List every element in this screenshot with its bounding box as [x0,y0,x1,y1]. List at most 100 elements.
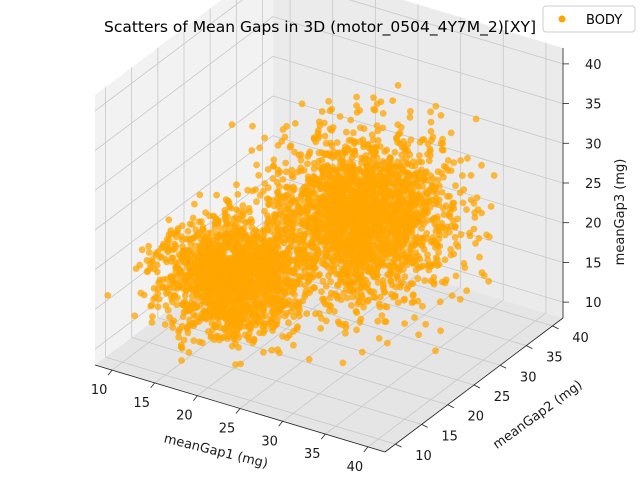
data-point [418,224,425,232]
data-point [356,319,364,326]
data-point [470,225,478,233]
data-point [393,163,400,171]
data-point [304,160,311,168]
data-points [104,82,498,368]
data-point [145,242,153,250]
data-point [423,217,431,224]
data-point [341,225,348,233]
data-point [189,221,196,229]
data-point [212,248,220,255]
data-point [424,256,432,263]
data-point [406,225,413,233]
data-point [171,292,179,300]
data-point [199,258,207,266]
data-point [253,161,260,169]
data-point [434,242,442,250]
data-point [281,202,288,210]
data-point [343,179,351,187]
data-point [396,197,403,205]
data-point [230,233,238,241]
data-point [199,223,207,231]
data-point [432,347,439,355]
data-point [349,163,356,171]
data-point [319,199,327,207]
data-point [423,230,431,237]
data-point [250,262,257,270]
x-tick-mark [320,433,326,440]
data-point [290,327,297,335]
data-point [370,293,378,301]
data-point [399,227,407,234]
data-point [285,267,293,275]
data-point [319,173,327,181]
data-point [472,240,479,247]
data-point [201,269,209,277]
data-point [284,247,292,255]
x-tick-label: 25 [219,422,236,437]
axis-lines [94,48,569,453]
data-point [374,317,382,325]
data-point [425,157,433,165]
data-point [390,211,397,219]
data-point [340,166,348,174]
data-point [407,249,414,256]
data-point [353,287,361,294]
data-point [411,314,418,321]
y-tick-label: 15 [441,429,458,444]
data-point [199,297,207,305]
data-point [409,291,417,299]
data-point [326,107,334,115]
data-point [390,234,398,242]
data-point [330,264,337,271]
data-point [370,94,377,102]
data-point [421,169,429,177]
data-point [414,252,422,260]
data-point [392,263,399,271]
data-point [376,303,384,311]
data-point [274,308,282,315]
data-point [348,222,356,229]
x-tick-label: 40 [347,460,364,475]
data-point [247,321,255,329]
data-point [240,208,248,216]
data-point [380,215,388,223]
data-point [338,175,346,183]
data-point [387,194,394,202]
data-point [261,134,268,142]
data-point [307,242,315,250]
data-point [236,323,244,331]
data-point [397,242,404,250]
data-point [235,344,242,351]
data-point [190,252,197,259]
data-point [240,253,247,261]
data-point [265,200,272,208]
data-point [414,175,422,183]
data-point [415,264,422,272]
data-point [317,325,325,332]
data-point [260,298,268,306]
data-point [319,277,327,285]
data-point [164,243,172,251]
data-point [336,113,344,120]
data-point [322,239,330,247]
data-point [454,215,461,223]
data-point [295,203,302,211]
data-point [463,287,471,295]
data-point [282,159,290,167]
data-point [288,166,296,174]
data-point [402,236,410,244]
y-tick-label: 10 [415,449,432,464]
data-point [276,168,284,176]
grid-line-y-floor [105,356,396,445]
data-point [294,323,301,330]
data-point [346,247,353,255]
data-point [209,297,217,305]
data-point [227,305,235,313]
data-point [390,179,398,187]
data-point [475,234,483,242]
data-point [403,256,411,263]
data-point [188,292,196,300]
data-point [353,102,360,109]
data-point [350,129,357,137]
chart-title: Scatters of Mean Gaps in 3D (motor_0504_… [104,18,536,37]
